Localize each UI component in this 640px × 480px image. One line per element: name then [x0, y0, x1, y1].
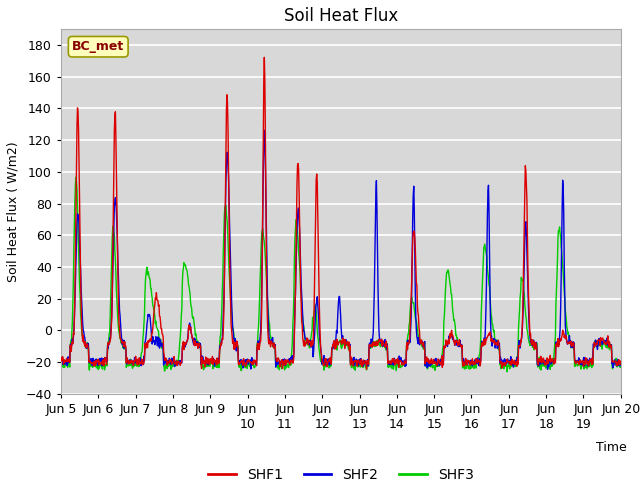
SHF2 [205, 360, 213, 366]
SHF2 [617, 362, 625, 368]
SHF3 [503, 369, 511, 375]
SHF1 [463, 358, 470, 363]
SHF3 [57, 364, 65, 370]
Text: BC_met: BC_met [72, 40, 124, 53]
SHF1 [130, 358, 138, 364]
SHF1 [205, 361, 213, 367]
Line: SHF3: SHF3 [61, 177, 621, 372]
SHF2 [260, 127, 268, 133]
SHF2 [462, 360, 470, 366]
SHF1 [347, 362, 355, 368]
SHF3 [617, 364, 625, 370]
SHF3 [131, 359, 138, 365]
SHF2 [582, 360, 589, 365]
Y-axis label: Soil Heat Flux ( W/m2): Soil Heat Flux ( W/m2) [7, 141, 20, 282]
SHF3 [582, 364, 589, 370]
SHF2 [130, 360, 138, 366]
SHF3 [347, 360, 355, 366]
SHF1 [617, 358, 625, 364]
SHF1 [57, 355, 65, 360]
Title: Soil Heat Flux: Soil Heat Flux [284, 7, 398, 25]
SHF1 [266, 337, 273, 343]
SHF3 [266, 321, 273, 326]
Line: SHF1: SHF1 [61, 57, 621, 369]
SHF3 [462, 366, 470, 372]
SHF1 [260, 54, 268, 60]
SHF2 [266, 339, 273, 345]
SHF3 [206, 363, 214, 369]
SHF3 [72, 174, 80, 180]
SHF2 [544, 366, 552, 372]
SHF1 [363, 366, 371, 372]
X-axis label: Time: Time [596, 441, 627, 454]
SHF2 [57, 360, 65, 366]
Legend: SHF1, SHF2, SHF3: SHF1, SHF2, SHF3 [202, 462, 479, 480]
Line: SHF2: SHF2 [61, 130, 621, 369]
SHF1 [582, 355, 589, 361]
SHF2 [347, 360, 355, 366]
